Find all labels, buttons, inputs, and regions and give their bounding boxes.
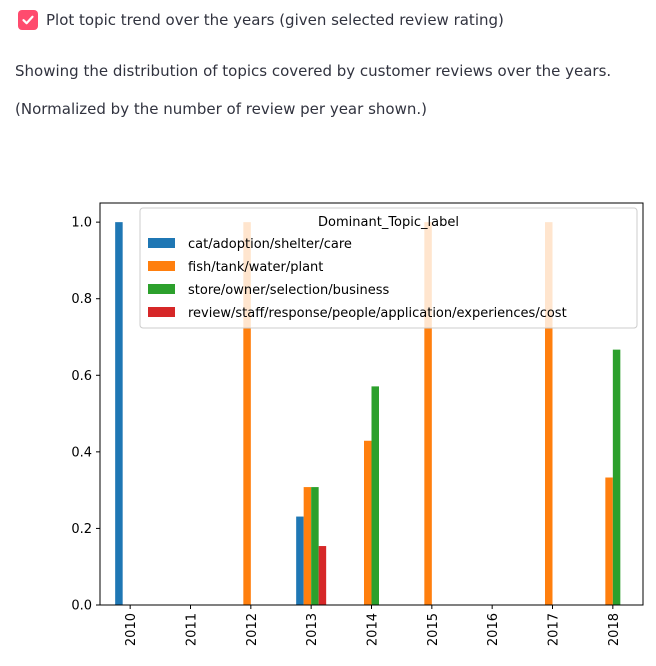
x-tick-label: 2013 [305,613,320,646]
topic-trend-checkbox[interactable]: Plot topic trend over the years (given s… [18,10,504,30]
legend-swatch [148,284,175,294]
legend-entry-label: cat/adoption/shelter/care [188,237,352,252]
bar [605,477,613,605]
legend-swatch [148,307,175,317]
plot-area: 0.0 0.2 0.4 0.6 0.8 1.0 2010 2011 2012 2013 2014 20… [71,202,644,646]
legend-box [139,207,638,329]
legend-swatch [148,261,175,271]
x-tick-label: 2018 [607,613,622,646]
bar [612,349,621,605]
legend-title: Dominant_Topic_label [318,215,459,230]
bar [318,546,327,605]
bar [303,487,312,605]
legend-swatch [148,238,175,248]
y-tick-label: 0.2 [71,522,92,537]
bar [545,222,553,605]
bar [424,222,432,605]
bar [364,440,372,605]
checkbox-label: Plot topic trend over the years (given s… [46,11,504,29]
x-tick-label: 2012 [245,613,260,646]
legend-entry-label: store/owner/selection/business [188,283,390,298]
x-tick-label: 2015 [426,613,441,646]
y-tick-label: 0.6 [71,369,92,384]
bar [115,222,123,605]
legend: Dominant_Topic_label cat/adoption/shelter… [139,207,638,329]
bar [296,516,304,605]
x-tick-label: 2011 [185,613,200,646]
x-tick-label: 2010 [124,613,139,646]
bar [311,487,319,605]
bar [371,386,379,605]
normalization-note: (Normalized by the number of review per … [15,100,427,118]
x-tick-label: 2017 [547,613,562,646]
description-text: Showing the distribution of topics cover… [15,62,612,80]
x-tick-label: 2014 [366,613,381,646]
legend-entry-label: review/staff/response/people/application… [188,306,567,321]
y-tick-label: 0.0 [71,599,92,614]
x-tick-label: 2016 [486,613,501,646]
bar [243,222,251,605]
topic-trend-chart: 0.0 0.2 0.4 0.6 0.8 1.0 2010 2011 2012 2013 2014 20… [71,202,644,646]
y-tick-label: 0.4 [71,445,92,460]
checkbox-checked-icon[interactable] [18,10,38,30]
legend-entry-label: fish/tank/water/plant [188,260,323,275]
y-tick-label: 0.8 [71,292,92,307]
y-tick-label: 1.0 [71,216,92,231]
